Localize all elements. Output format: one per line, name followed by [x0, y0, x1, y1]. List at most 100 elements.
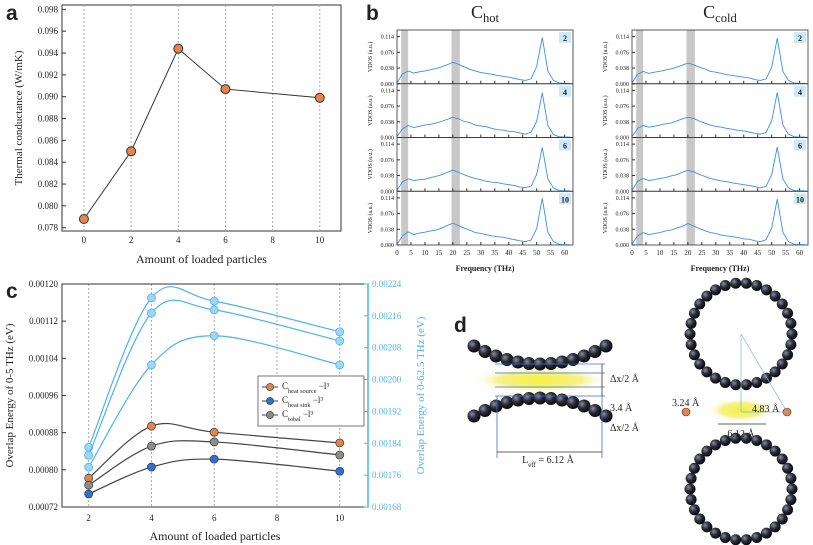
y-tick-label: 0.114 — [381, 142, 394, 148]
y-tick-label: 0.00096 — [29, 391, 59, 401]
atom — [710, 439, 721, 451]
legend-entry-part: tobal — [288, 416, 301, 423]
x-tick-label: 10 — [656, 249, 664, 257]
y-axis-label: VDOS (a.u.) — [602, 149, 609, 180]
atom — [511, 355, 525, 369]
atom — [782, 349, 794, 361]
data-point — [209, 296, 219, 306]
legend-entry-part: C — [282, 395, 288, 405]
atom — [761, 284, 772, 296]
y2-axis-label: Overlap Energy of 0-62.5 THz (eV) — [415, 316, 427, 474]
highlight-band — [686, 191, 695, 245]
y-tick-label: 0.084 — [38, 157, 59, 167]
data-point — [209, 437, 219, 447]
y-tick-label: 0.038 — [381, 227, 395, 233]
y-tick-label: 0.000 — [381, 82, 395, 88]
y-tick-label: 0.038 — [381, 120, 395, 126]
y-tick-label: 0.00080 — [29, 465, 59, 475]
highlight-band — [401, 137, 409, 192]
y-tick-label: 0.038 — [381, 174, 395, 180]
dimension-label: 4.83 Å — [752, 403, 780, 415]
data-point — [84, 480, 94, 490]
y-axis-label: VDOS (a.u.) — [367, 149, 374, 180]
x-tick-label: 55 — [782, 249, 790, 257]
x-tick-label: 45 — [519, 249, 527, 257]
highlight-band — [401, 83, 409, 138]
legend-marker — [266, 397, 274, 405]
highlight-band — [401, 191, 409, 245]
atom — [685, 339, 697, 351]
atom — [730, 379, 742, 391]
y2-tick-label: 0.00184 — [372, 438, 402, 448]
highlight-band — [686, 30, 695, 84]
y-tick-label: 0.114 — [616, 88, 629, 94]
y-tick-label: 0.076 — [616, 158, 630, 164]
atom — [730, 534, 742, 545]
atom — [533, 391, 547, 405]
y-tick-label: 0.038 — [616, 66, 630, 72]
y-tick-label: 0.098 — [38, 4, 59, 14]
row-label-box — [559, 193, 571, 205]
highlight-band — [636, 137, 644, 192]
atom — [500, 396, 514, 409]
atom — [776, 298, 788, 310]
y-tick-label: 0.038 — [381, 66, 395, 72]
x-tick-label: 50 — [768, 249, 776, 257]
atom — [478, 345, 492, 358]
atom — [740, 432, 752, 444]
x-tick-label: 5 — [644, 249, 648, 257]
atom — [467, 409, 481, 423]
atom — [761, 527, 772, 539]
row-label: 2 — [563, 34, 567, 43]
column-title-part: hot — [483, 11, 500, 25]
panel-label: a — [6, 2, 18, 25]
spectrum — [396, 198, 571, 246]
atom — [566, 353, 580, 366]
y-tick-label: 0.076 — [381, 104, 395, 110]
atom — [782, 504, 794, 516]
atom — [761, 439, 772, 451]
plot-frame — [396, 83, 574, 138]
atom — [769, 521, 781, 533]
atom — [776, 513, 788, 525]
data-point — [220, 84, 231, 95]
series-line — [88, 422, 340, 479]
atom — [751, 377, 763, 389]
row-label: 10 — [561, 195, 569, 204]
spectrum — [396, 147, 571, 192]
atom — [688, 307, 700, 319]
row-label-box — [794, 85, 806, 97]
spectrum — [631, 38, 806, 84]
atom — [719, 377, 731, 389]
data-point — [314, 92, 325, 103]
dimension-label: 6.12 Å — [727, 428, 755, 440]
atom — [688, 349, 700, 361]
x-tick-label: 15 — [435, 249, 443, 257]
atom — [599, 339, 613, 353]
legend-entry: Ctobal −l³ — [282, 409, 313, 423]
atom — [588, 345, 602, 358]
x-tick-label: 60 — [796, 249, 804, 257]
highlight-band — [451, 83, 460, 138]
row-label: 4 — [563, 88, 567, 97]
x-tick-label: 35 — [726, 249, 734, 257]
atom — [782, 462, 794, 474]
data-point — [147, 441, 156, 451]
data-line — [83, 47, 320, 220]
y-tick-label: 0.038 — [616, 120, 630, 126]
y-axis-label: VDOS (a.u.) — [367, 42, 374, 73]
dimension-label: 3.4 Å — [610, 402, 633, 414]
y-tick-label: 0.078 — [38, 223, 59, 233]
atom — [710, 527, 721, 539]
legend-entry-part: −l³ — [301, 409, 314, 419]
y-tick-label: 0.076 — [381, 50, 395, 56]
data-point — [209, 331, 219, 341]
spectrum — [631, 92, 806, 138]
data-point — [335, 360, 345, 370]
x-tick-label: 4 — [176, 235, 181, 245]
atom — [511, 393, 525, 407]
legend-entry-part: C — [282, 381, 288, 391]
data-point — [147, 462, 156, 472]
atom — [544, 392, 558, 405]
